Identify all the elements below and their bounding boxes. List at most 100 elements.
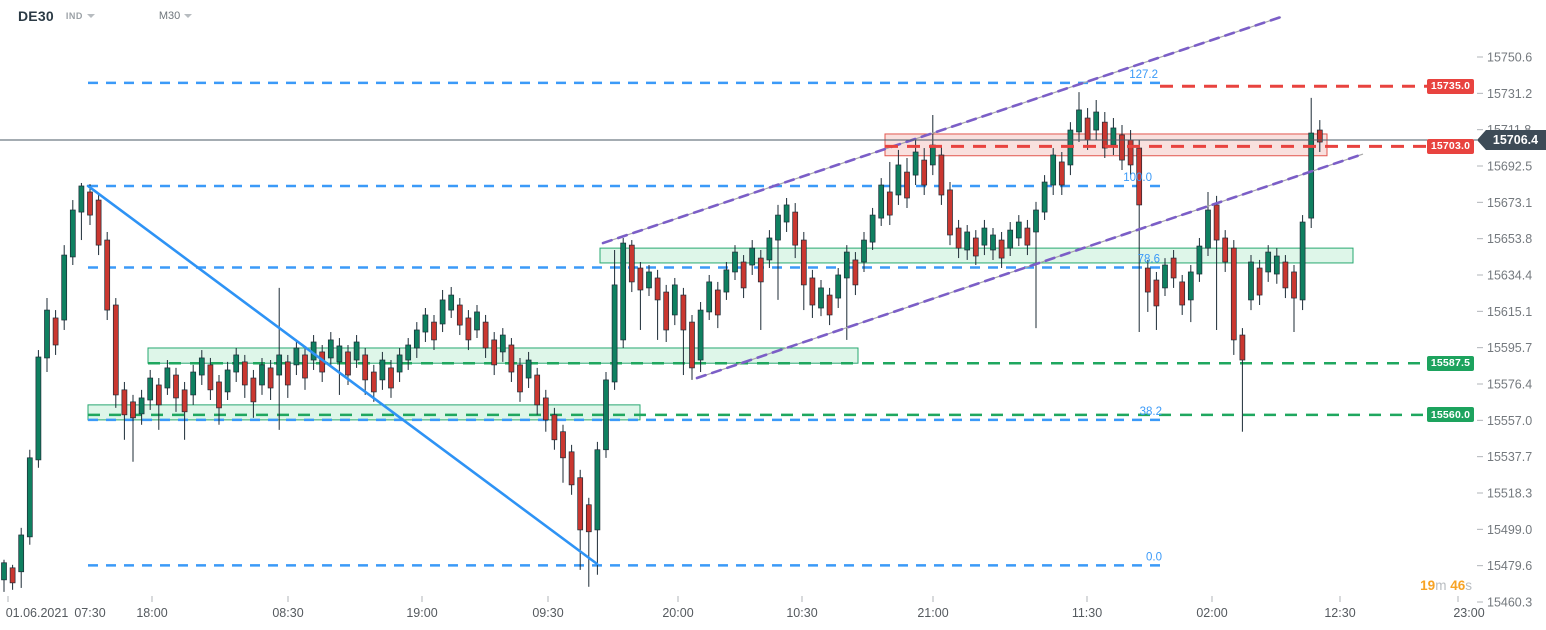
candle-body	[474, 311, 480, 331]
candle	[998, 231, 1005, 269]
price-tick-label: 15576.4	[1487, 378, 1532, 392]
channel-line-dashes[interactable]	[601, 15, 1283, 245]
time-tick-label: 19:00	[406, 606, 437, 620]
candle-body	[620, 242, 627, 341]
support-price-tag: 15560.0	[1427, 407, 1474, 423]
candle-body	[250, 377, 257, 403]
candle-body	[947, 189, 953, 236]
fib-level-label: 100.0	[1123, 172, 1152, 184]
candle	[508, 338, 515, 382]
candle	[1170, 249, 1177, 288]
candle-body	[1084, 117, 1091, 141]
candle-body	[508, 344, 515, 373]
price-tick-label: 15673.1	[1487, 196, 1532, 210]
candle	[259, 357, 265, 395]
time-tick-label: 10:30	[786, 606, 817, 620]
candle	[852, 252, 859, 296]
candle-body	[448, 294, 455, 311]
candle-body	[1230, 247, 1237, 341]
candle-body	[697, 309, 704, 361]
time-axis[interactable]: 01.06.2021 07:30 18:00 08:30 19:00 09:30 20:00…	[6, 596, 1485, 620]
candle	[551, 407, 558, 450]
candle-body	[1282, 261, 1289, 289]
candle-body	[594, 449, 601, 531]
candle	[233, 347, 240, 382]
candle-body	[44, 309, 50, 359]
candle	[1230, 240, 1237, 355]
chevron-down-icon	[184, 14, 193, 18]
resistance-price-tag: 15735.0	[1427, 78, 1474, 94]
time-tick-label: 18:00	[136, 606, 167, 620]
candle-body	[525, 359, 532, 379]
candle-body	[1110, 127, 1117, 146]
candle-body	[293, 347, 300, 366]
candle-body	[757, 257, 764, 283]
candle-body	[955, 227, 962, 249]
candle-body	[1127, 139, 1134, 166]
candle	[241, 354, 248, 398]
price-tick-label: 15460.3	[1487, 596, 1532, 610]
candle-body	[568, 451, 575, 486]
candle	[921, 148, 928, 195]
candle-body	[35, 356, 42, 461]
candle	[362, 347, 369, 395]
candle	[52, 310, 59, 355]
candle-body	[69, 209, 76, 258]
candle-body	[998, 239, 1005, 259]
candle-body	[886, 191, 893, 216]
candle	[499, 328, 506, 362]
candle-body	[800, 239, 807, 286]
candle-body	[921, 159, 928, 186]
candle	[78, 182, 85, 241]
candle	[654, 269, 661, 340]
time-tick-label: 01.06.2021	[6, 606, 69, 620]
candle-body	[542, 397, 549, 421]
candle	[198, 350, 205, 385]
candle-body	[327, 339, 334, 359]
candle-body	[826, 294, 833, 316]
candle	[1076, 92, 1082, 143]
candle-body	[181, 389, 188, 413]
candle	[560, 424, 566, 483]
candle-body	[224, 369, 231, 393]
candle-body	[1093, 111, 1100, 131]
candle	[895, 149, 902, 205]
channel-line-dashes[interactable]	[695, 152, 1365, 380]
candle-body	[680, 294, 687, 331]
candle	[680, 287, 687, 376]
candle	[990, 228, 996, 260]
candle	[568, 444, 575, 495]
candle	[164, 360, 171, 395]
candle-body	[938, 154, 945, 196]
candle-body	[1144, 267, 1151, 293]
candle	[955, 219, 962, 259]
candle	[69, 200, 76, 266]
candle-body	[112, 304, 119, 396]
price-tick-label: 15595.7	[1487, 341, 1532, 355]
candle-body	[1187, 271, 1194, 301]
candle	[448, 286, 455, 318]
candle	[1153, 271, 1160, 330]
candle	[353, 335, 360, 368]
candle	[1144, 259, 1151, 312]
candle-body	[1239, 334, 1246, 361]
trendline[interactable]	[86, 184, 599, 566]
candle	[1041, 175, 1048, 220]
candle-body	[775, 214, 781, 241]
candle	[714, 281, 721, 329]
candle	[181, 381, 188, 440]
instrument-type-dropdown[interactable]: IND	[66, 11, 95, 21]
timeframe-dropdown[interactable]: M30	[107, 10, 193, 22]
candle-body	[843, 251, 850, 279]
candle	[689, 314, 695, 380]
candle	[517, 357, 523, 402]
candle-body	[792, 211, 799, 246]
candle	[207, 357, 214, 400]
candle-body	[207, 364, 214, 391]
candle	[818, 280, 824, 317]
price-axis[interactable]: 15750.615731.215711.815692.515673.115653…	[1477, 51, 1532, 610]
candle	[869, 207, 876, 250]
candle	[388, 360, 394, 398]
